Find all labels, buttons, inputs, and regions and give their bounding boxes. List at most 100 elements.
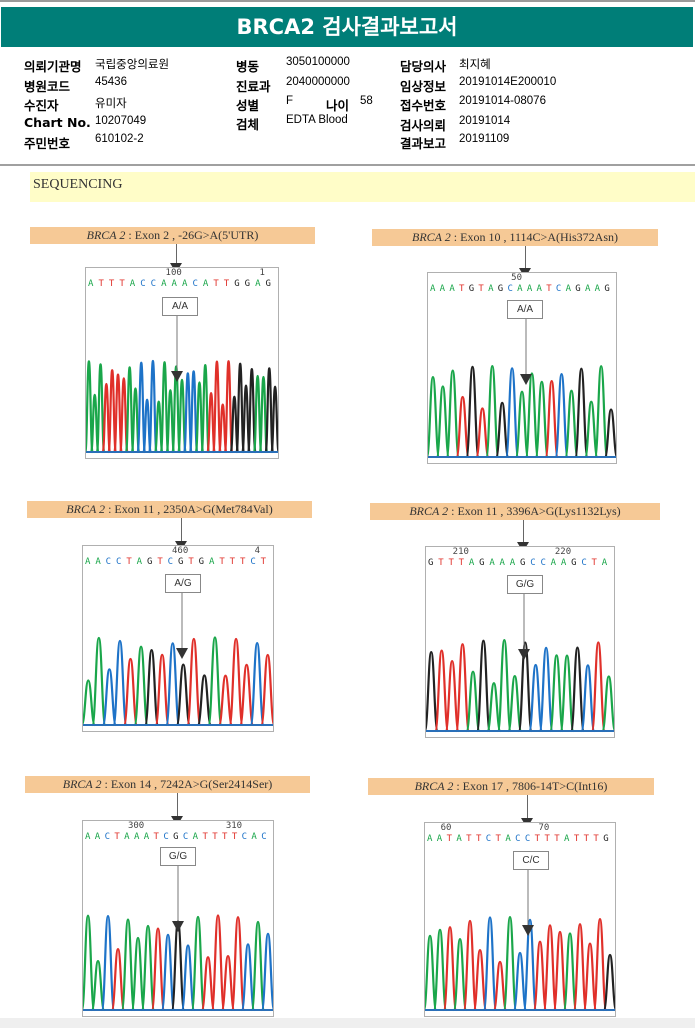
- trace-peak: [507, 674, 523, 733]
- base-call: T: [153, 832, 159, 842]
- base-call: A: [171, 279, 177, 289]
- base-call: G: [604, 284, 610, 294]
- base-call: A: [430, 284, 436, 294]
- trace-peak: [112, 639, 128, 727]
- trace-peak: [110, 948, 126, 1012]
- trace-peak: [260, 653, 273, 727]
- trace-peak: [517, 641, 533, 733]
- info-value: 최지혜: [459, 59, 491, 71]
- base-call: A: [143, 832, 150, 842]
- base-call: C: [192, 279, 198, 289]
- trace-peak: [590, 641, 606, 733]
- down-arrow-icon: [172, 921, 184, 932]
- position-label: 460: [172, 546, 189, 556]
- base-call: T: [546, 284, 552, 294]
- base-call: G: [178, 557, 184, 567]
- trace-peak: [562, 932, 578, 1012]
- trace-peak: [190, 915, 206, 1012]
- base-call: A: [584, 284, 591, 294]
- variant-title: BRCA 2 : Exon 2 , -26G>A(5'UTR): [30, 227, 315, 244]
- trace-plot: [425, 870, 615, 1012]
- trace-peak: [538, 646, 554, 733]
- info-value: 유미자: [95, 98, 127, 110]
- info-label: 주민번호: [24, 136, 71, 151]
- trace-peak: [250, 920, 266, 1012]
- trace-peak: [472, 948, 488, 1012]
- base-call: A: [505, 834, 511, 844]
- info-label: 접수번호: [400, 98, 447, 113]
- base-call: A: [255, 279, 261, 289]
- chromatogram: A A C C T A G T C G T G A T T T C T 460 4 A/G: [82, 545, 274, 732]
- trace-peak: [524, 372, 540, 459]
- base-call: G: [173, 832, 179, 842]
- trace-peak: [444, 659, 460, 733]
- base-call: T: [459, 284, 465, 294]
- trace-peak: [425, 934, 438, 1012]
- trace-peak: [154, 653, 170, 727]
- trace-peak: [148, 359, 158, 454]
- base-call: A: [594, 284, 601, 294]
- base-call: T: [544, 834, 550, 844]
- gene-name: BRCA 2: [414, 779, 454, 793]
- base-call: C: [515, 834, 521, 844]
- trace-peak: [200, 364, 210, 454]
- base-call: A: [536, 284, 542, 294]
- base-call: G: [520, 558, 526, 568]
- base-call: A: [85, 557, 91, 567]
- base-call: T: [466, 834, 472, 844]
- trace-peak: [559, 654, 575, 733]
- trace-peak: [230, 916, 246, 1012]
- trace-peak: [554, 372, 569, 459]
- trace-peak: [542, 924, 558, 1012]
- base-call: A: [202, 279, 209, 289]
- trace-peak: [486, 682, 502, 733]
- base-call: T: [495, 834, 501, 844]
- trace-peak: [465, 670, 481, 733]
- position-label: 300: [127, 821, 145, 831]
- trace-peak: [217, 674, 234, 727]
- base-call: C: [524, 834, 531, 844]
- base-call: C: [261, 832, 267, 842]
- trace-peak: [465, 365, 480, 459]
- trace-peak: [175, 663, 191, 727]
- trace-peak: [584, 400, 599, 459]
- trace-plot: [86, 316, 278, 454]
- trace-peak: [475, 407, 490, 459]
- base-call: A: [499, 558, 505, 568]
- trace-peak: [592, 918, 608, 1012]
- trace-peak: [220, 954, 236, 1012]
- trace-peak: [532, 940, 548, 1012]
- trace-peak: [475, 639, 492, 733]
- genotype-label: G/G: [160, 847, 196, 866]
- trace-peak: [485, 364, 500, 459]
- base-call: T: [478, 284, 484, 294]
- trace-peak: [83, 914, 96, 1012]
- trace-peak: [188, 370, 199, 454]
- base-call: T: [260, 557, 267, 567]
- trace-peak: [428, 375, 441, 459]
- chromatogram: A A A T G T A G C A A A T C A G A A G 50 A/A: [427, 272, 617, 464]
- trace-peak: [150, 927, 166, 1012]
- trace-peak: [494, 401, 510, 459]
- base-call: T: [202, 832, 208, 842]
- variant-description: : Exon 11 , 3396A>G(Lys1132Lys): [448, 504, 621, 518]
- base-call: A: [85, 832, 91, 842]
- trace-peak: [564, 389, 579, 459]
- trace-peak: [504, 367, 520, 459]
- trace-peak: [159, 361, 170, 454]
- trace-peak: [502, 916, 518, 1012]
- position-label: 210: [452, 547, 469, 557]
- base-call: C: [167, 557, 174, 567]
- pointer-line: [525, 246, 526, 268]
- trace-peak: [548, 654, 565, 733]
- trace-peak: [86, 360, 94, 454]
- base-call: T: [126, 557, 132, 567]
- position-label: 4: [254, 546, 261, 556]
- base-call: A: [124, 832, 130, 842]
- base-call: C: [581, 558, 587, 568]
- down-arrow-icon: [522, 925, 534, 936]
- trace-peak: [223, 360, 234, 454]
- base-call: A: [133, 832, 140, 842]
- pointer-line: [523, 520, 524, 542]
- base-call: T: [240, 557, 246, 567]
